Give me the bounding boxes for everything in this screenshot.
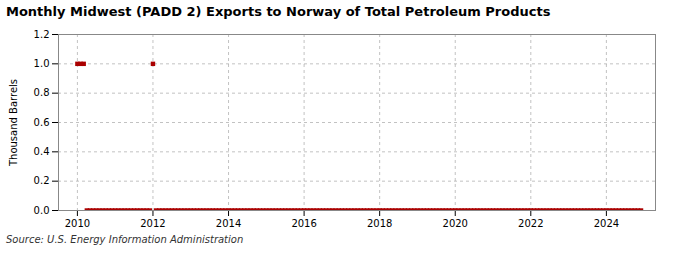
svg-text:2024: 2024 xyxy=(594,217,619,228)
svg-text:0.0: 0.0 xyxy=(34,204,50,215)
svg-text:1.2: 1.2 xyxy=(34,28,50,39)
svg-text:0.4: 0.4 xyxy=(34,146,50,157)
html-text:Source: U.S. Energy Informatio: Source: U.S. Energy Information Administ… xyxy=(6,233,244,245)
svg-text:2014: 2014 xyxy=(216,217,241,228)
svg-text:0.2: 0.2 xyxy=(34,175,50,186)
svg-text:Thousand Barrels: Thousand Barrels xyxy=(8,79,19,167)
svg-text:1.0: 1.0 xyxy=(34,58,50,69)
svg-text:2016: 2016 xyxy=(291,217,316,228)
svg-text:2020: 2020 xyxy=(443,217,468,228)
html-text:Monthly Midwest (PADD 2) Expor: Monthly Midwest (PADD 2) Exports to Norw… xyxy=(6,4,551,19)
svg-text:0.6: 0.6 xyxy=(34,116,50,127)
svg-text:0.8: 0.8 xyxy=(34,87,50,98)
svg-text:2012: 2012 xyxy=(140,217,165,228)
svg-text:2022: 2022 xyxy=(518,217,543,228)
svg-text:2010: 2010 xyxy=(65,217,90,228)
svg-text:2018: 2018 xyxy=(367,217,392,228)
